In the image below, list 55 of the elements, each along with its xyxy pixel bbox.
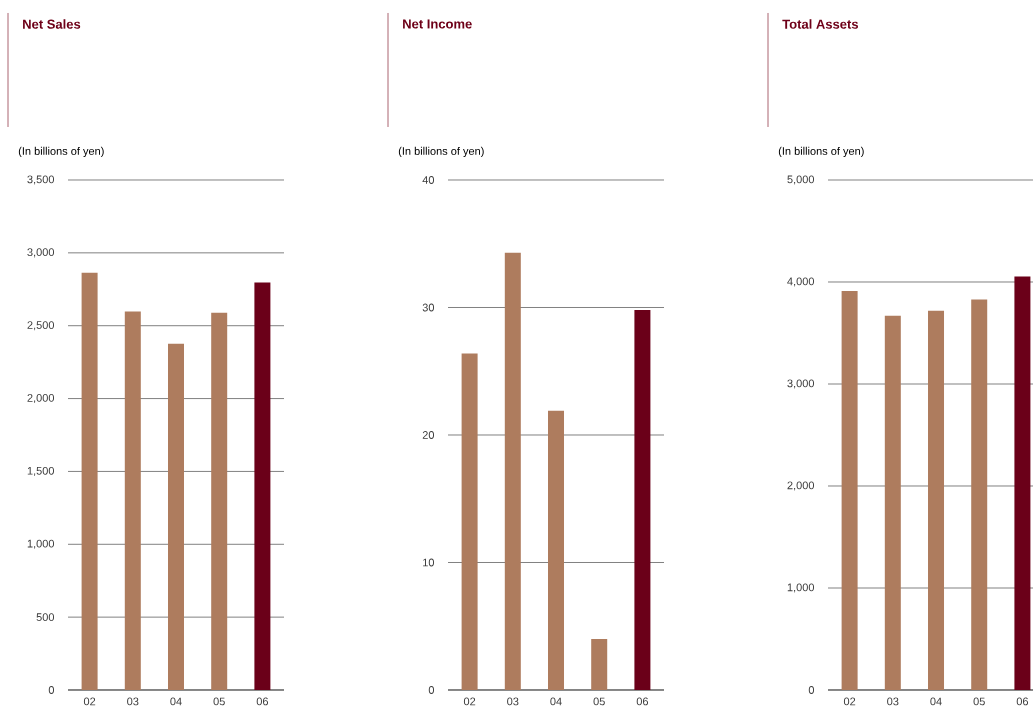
bar [254, 282, 271, 690]
x-tick-label: 06 [256, 697, 269, 706]
y-tick-label: 0 [48, 686, 55, 694]
bar [548, 410, 565, 690]
chart-title: Net Sales [23, 19, 81, 29]
bar [884, 315, 901, 690]
x-tick-label: 05 [973, 697, 985, 706]
chart-title: Total Assets [782, 19, 858, 29]
y-tick-label: 500 [36, 613, 55, 622]
y-tick-label: 0 [428, 686, 435, 694]
x-tick-label: 05 [213, 697, 225, 706]
y-tick-label: 2,000 [27, 394, 55, 404]
y-tick-label: 20 [422, 431, 435, 439]
y-tick-label: 40 [422, 176, 435, 184]
bar [211, 312, 228, 690]
y-tick-label: 5,000 [787, 175, 815, 185]
y-axis-title: (In billions of yen) [778, 146, 864, 158]
x-tick-label: 05 [593, 697, 605, 706]
y-tick-label: 3,000 [787, 379, 815, 389]
y-tick-label: 10 [423, 558, 435, 567]
y-tick-label: 1,000 [27, 539, 55, 549]
y-tick-label: 2,500 [27, 321, 55, 331]
bar [928, 310, 945, 690]
bar [504, 252, 521, 690]
x-tick-label: 03 [887, 697, 899, 706]
y-tick-label: 3,500 [27, 175, 55, 185]
x-tick-label: 02 [463, 697, 476, 706]
y-tick-label: 2,000 [787, 481, 815, 491]
y-tick-label: 0 [808, 686, 815, 694]
bar [591, 639, 608, 690]
x-tick-label: 02 [843, 697, 856, 706]
y-axis-title: (In billions of yen) [18, 146, 104, 158]
chart-title: Net Income [403, 19, 472, 29]
x-tick-label: 04 [930, 697, 942, 706]
y-tick-label: 4,000 [787, 277, 815, 287]
bar [461, 353, 478, 690]
bar [634, 310, 651, 690]
bar [1014, 276, 1031, 690]
x-tick-label: 04 [550, 697, 562, 706]
x-tick-label: 03 [127, 697, 139, 706]
x-tick-label: 06 [636, 697, 649, 706]
x-tick-label: 06 [1016, 697, 1029, 706]
x-tick-label: 04 [170, 697, 182, 706]
y-tick-label: 30 [422, 303, 435, 312]
bar [81, 272, 98, 690]
bar [971, 299, 988, 690]
y-tick-label: 1,000 [787, 583, 815, 593]
x-tick-label: 02 [83, 697, 96, 706]
bar [168, 343, 184, 690]
y-axis-title: (In billions of yen) [398, 146, 484, 158]
bar [124, 311, 141, 690]
y-tick-label: 3,000 [27, 248, 55, 258]
y-tick-label: 1,500 [27, 466, 55, 476]
x-tick-label: 03 [507, 697, 519, 706]
bar [841, 290, 858, 690]
